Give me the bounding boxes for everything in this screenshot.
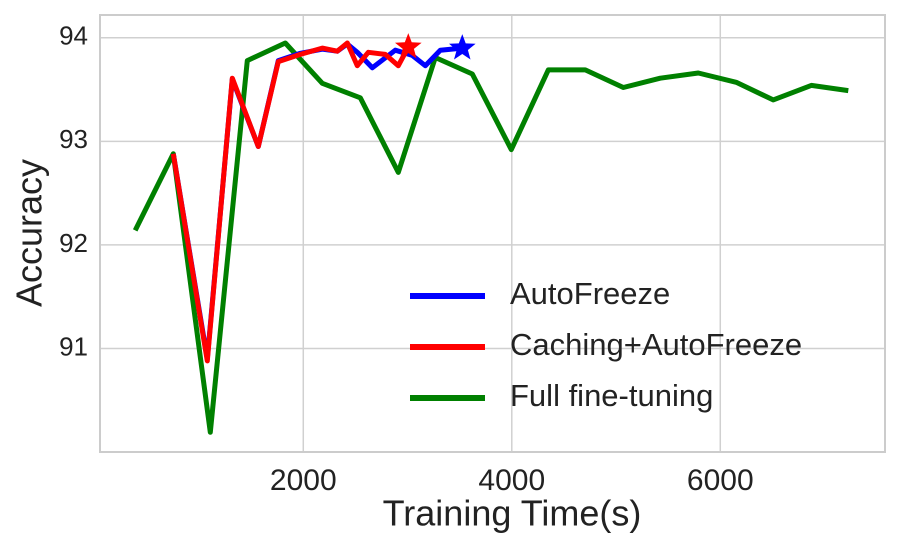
x-tick-label: 6000 (687, 464, 754, 497)
x-axis-label: Training Time(s) (383, 493, 642, 534)
series-line (170, 40, 411, 364)
series-line (132, 40, 849, 435)
legend-label: AutoFreeze (510, 276, 670, 311)
legend-label: Caching+AutoFreeze (510, 327, 802, 362)
end-marker (449, 34, 476, 60)
y-tick-label: 91 (59, 331, 88, 361)
y-axis-label: Accuracy (9, 159, 50, 307)
x-tick-label: 2000 (270, 464, 337, 497)
y-tick-label: 93 (59, 124, 88, 154)
plot-border (99, 14, 886, 453)
y-tick-label: 92 (59, 228, 88, 258)
y-tick-label: 94 (59, 21, 88, 51)
end-marker (395, 33, 422, 59)
x-tick-label: 4000 (478, 464, 545, 497)
series-line (170, 41, 463, 362)
legend-label: Full fine-tuning (510, 378, 713, 413)
